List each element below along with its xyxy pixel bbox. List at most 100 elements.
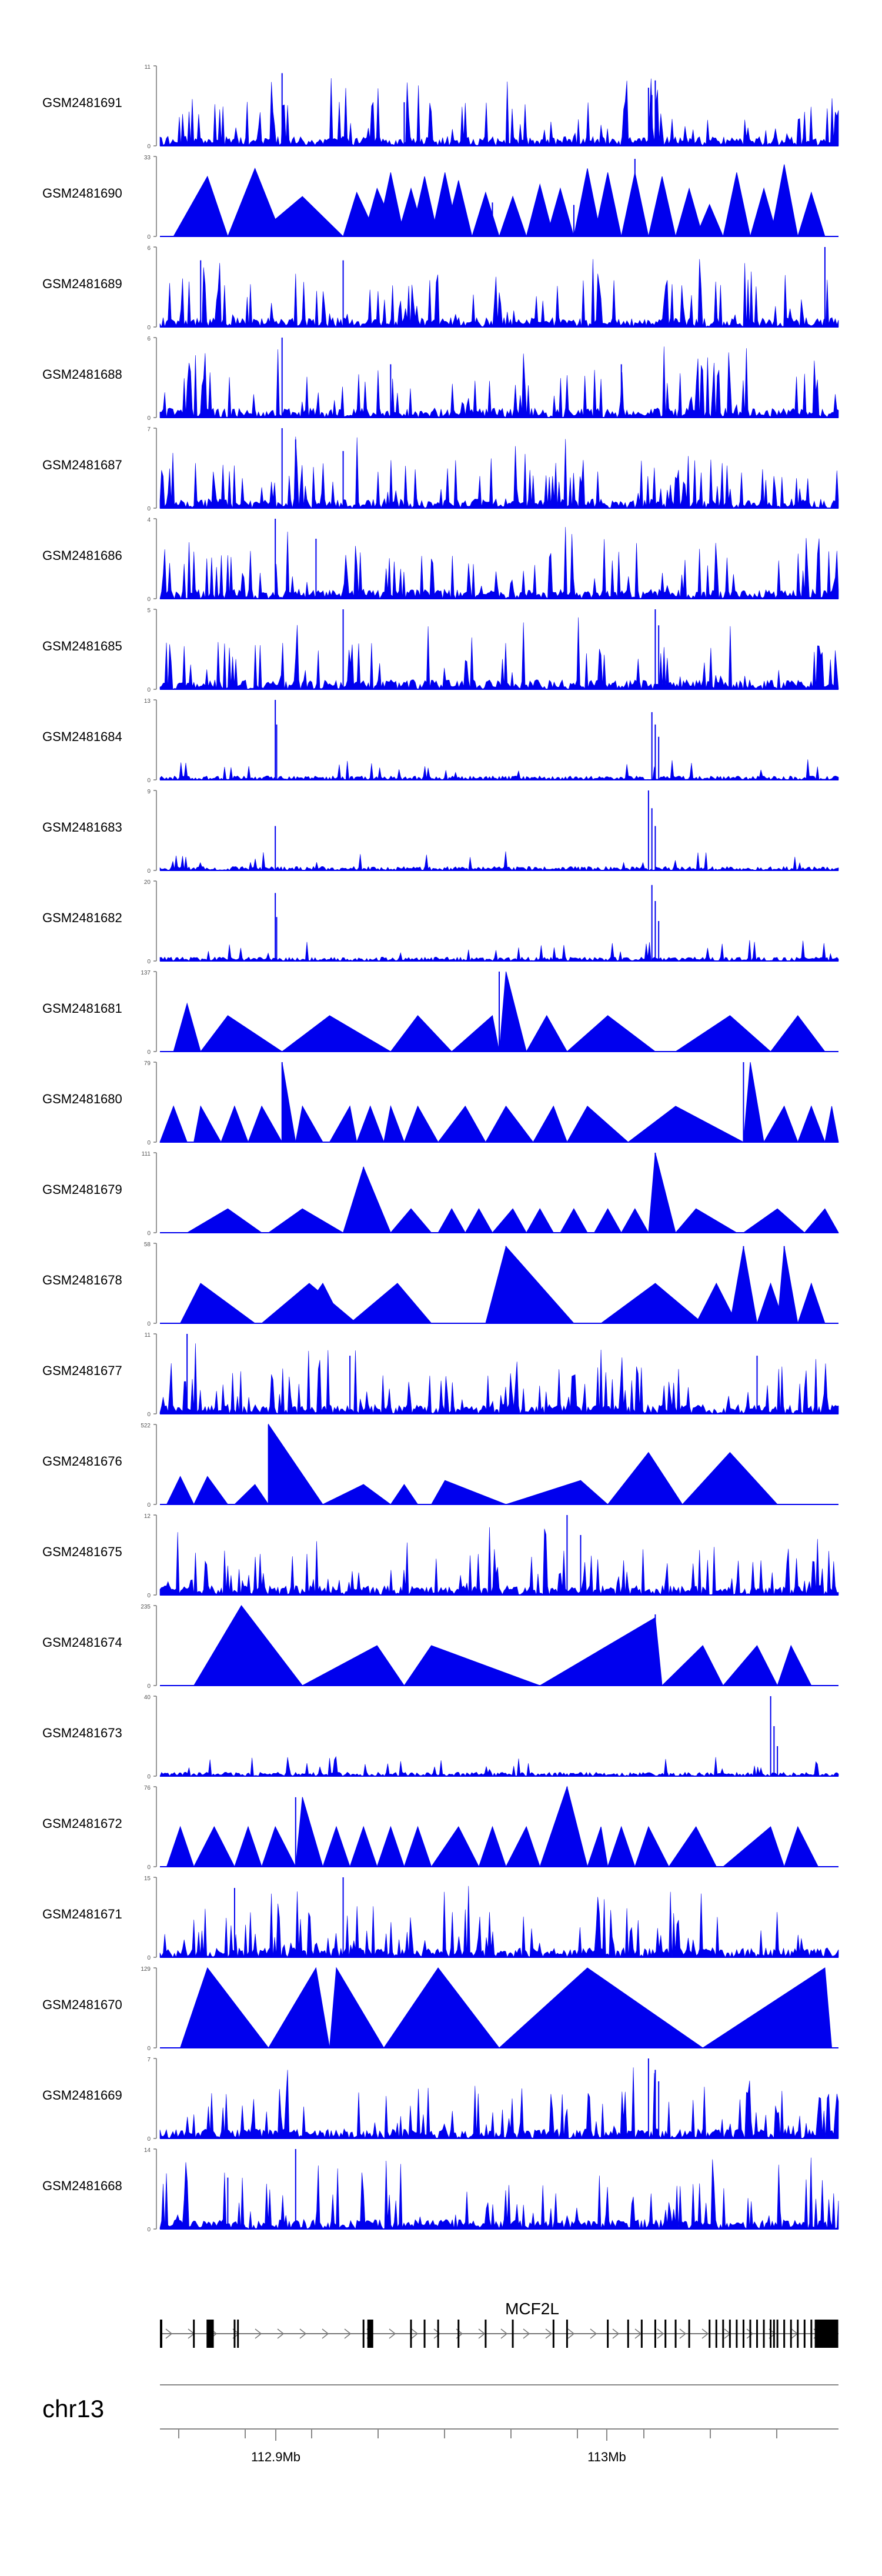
coverage-area <box>159 346 839 418</box>
coverage-region <box>478 1826 507 1867</box>
coverage-region <box>499 195 527 237</box>
coverage-region <box>268 1423 323 1505</box>
gene-exon <box>208 2320 214 2348</box>
coverage-region <box>295 1105 323 1143</box>
coverage-area <box>159 617 839 690</box>
gene-exon <box>722 2320 724 2348</box>
y-zero-label: 0 <box>147 1412 151 1418</box>
gene-exon <box>237 2320 239 2348</box>
y-zero-label: 0 <box>147 325 151 331</box>
track-GSM2481683: GSM2481683 9 0 <box>42 789 839 875</box>
axis-ticks: 112.9Mb 113Mb <box>178 2429 777 2464</box>
coverage-region <box>472 191 500 237</box>
gene-exon <box>566 2320 568 2348</box>
coverage-area <box>159 940 839 962</box>
gene-exon <box>552 2320 554 2348</box>
y-max-label: 58 <box>144 1242 151 1248</box>
track-label: GSM2481688 <box>42 367 122 382</box>
coverage-region <box>627 1106 744 1143</box>
gene-exon <box>814 2320 838 2348</box>
gene-exon <box>367 2320 373 2348</box>
track-label: GSM2481670 <box>42 1997 122 2012</box>
gene-track: MCF2L <box>160 2300 838 2348</box>
coverage-area <box>159 1527 839 1596</box>
track-label: GSM2481669 <box>42 2088 122 2103</box>
gene-exon <box>410 2320 412 2348</box>
y-max-label: 14 <box>144 2147 151 2154</box>
coverage-region <box>546 187 574 237</box>
strand-arrow <box>433 2328 441 2339</box>
coverage-region <box>403 1826 432 1867</box>
gene-exon <box>640 2320 643 2348</box>
gene-exon <box>485 2320 487 2348</box>
coverage-region <box>560 1208 588 1233</box>
track-GSM2481678: GSM2481678 58 0 <box>42 1242 838 1327</box>
y-zero-label: 0 <box>147 1683 151 1690</box>
coverage-tracks: GSM2481691110GSM2481690330GSM248168960GS… <box>42 64 839 2233</box>
track-label: GSM2481689 <box>42 276 122 291</box>
coverage-region <box>186 1208 263 1233</box>
coverage-region <box>159 1105 188 1143</box>
coverage-region <box>566 1015 656 1052</box>
track-GSM2481673: GSM2481673 40 0 <box>42 1694 839 1780</box>
y-zero-label: 0 <box>147 2227 151 2233</box>
y-max-label: 137 <box>141 970 151 976</box>
coverage-region <box>322 1826 350 1867</box>
y-zero-label: 0 <box>147 687 151 693</box>
coverage-region <box>200 1015 283 1052</box>
gene-exon <box>193 2320 195 2348</box>
gene-exon <box>756 2320 759 2348</box>
gene-exon <box>790 2320 792 2348</box>
y-zero-label: 0 <box>147 2136 151 2143</box>
strand-arrow <box>679 2328 687 2339</box>
coverage-region <box>485 1105 534 1143</box>
coverage-region <box>295 1797 323 1867</box>
coverage-region <box>437 1105 486 1143</box>
gene-exon <box>797 2320 799 2348</box>
coverage-region <box>526 1208 554 1233</box>
coverage-region <box>268 1208 345 1233</box>
coverage-area <box>159 1886 839 1958</box>
track-GSM2481684: GSM2481684 13 0 <box>42 698 839 784</box>
coverage-region <box>607 1451 683 1505</box>
coverage-region <box>498 1967 704 2048</box>
coverage-region <box>777 1644 812 1686</box>
coverage-region <box>668 1826 717 1867</box>
track-GSM2481690: GSM2481690 33 0 <box>42 155 838 241</box>
track-GSM2481687: GSM2481687 7 0 <box>42 426 839 512</box>
axis-tick-label: 113Mb <box>587 2450 626 2464</box>
coverage-region <box>797 1105 826 1143</box>
coverage-region <box>722 1645 778 1686</box>
y-max-label: 11 <box>145 1332 151 1339</box>
track-label: GSM2481684 <box>42 729 122 744</box>
track-GSM2481670: GSM2481670 129 0 <box>42 1966 838 2052</box>
y-max-label: 7 <box>147 2057 151 2063</box>
coverage-region <box>220 1105 249 1143</box>
track-label: GSM2481683 <box>42 820 122 835</box>
strand-arrow <box>344 2328 352 2339</box>
track-GSM2481685: GSM2481685 5 0 <box>42 608 839 693</box>
gene-exon <box>749 2320 751 2348</box>
gene-exon <box>763 2320 765 2348</box>
coverage-region <box>797 1282 826 1324</box>
y-zero-label: 0 <box>147 506 151 512</box>
coverage-area <box>159 1756 839 1777</box>
y-zero-label: 0 <box>147 415 151 422</box>
gene-name-label: MCF2L <box>505 2300 559 2318</box>
coverage-region <box>722 1826 785 1867</box>
track-label: GSM2481682 <box>42 910 122 925</box>
y-max-label: 33 <box>144 155 151 161</box>
coverage-region <box>539 1617 663 1686</box>
gene-exon <box>160 2320 162 2348</box>
y-max-label: 13 <box>144 698 151 705</box>
coverage-region <box>587 1826 609 1867</box>
coverage-region <box>593 172 622 237</box>
track-label: GSM2481673 <box>42 1726 122 1740</box>
strand-arrow <box>500 2328 508 2339</box>
coverage-region <box>376 1826 405 1867</box>
gene-exon <box>736 2320 738 2348</box>
coverage-region <box>179 1283 256 1324</box>
track-GSM2481686: GSM2481686 4 0 <box>42 517 839 603</box>
coverage-region <box>648 1152 676 1233</box>
y-max-label: 235 <box>141 1604 151 1610</box>
